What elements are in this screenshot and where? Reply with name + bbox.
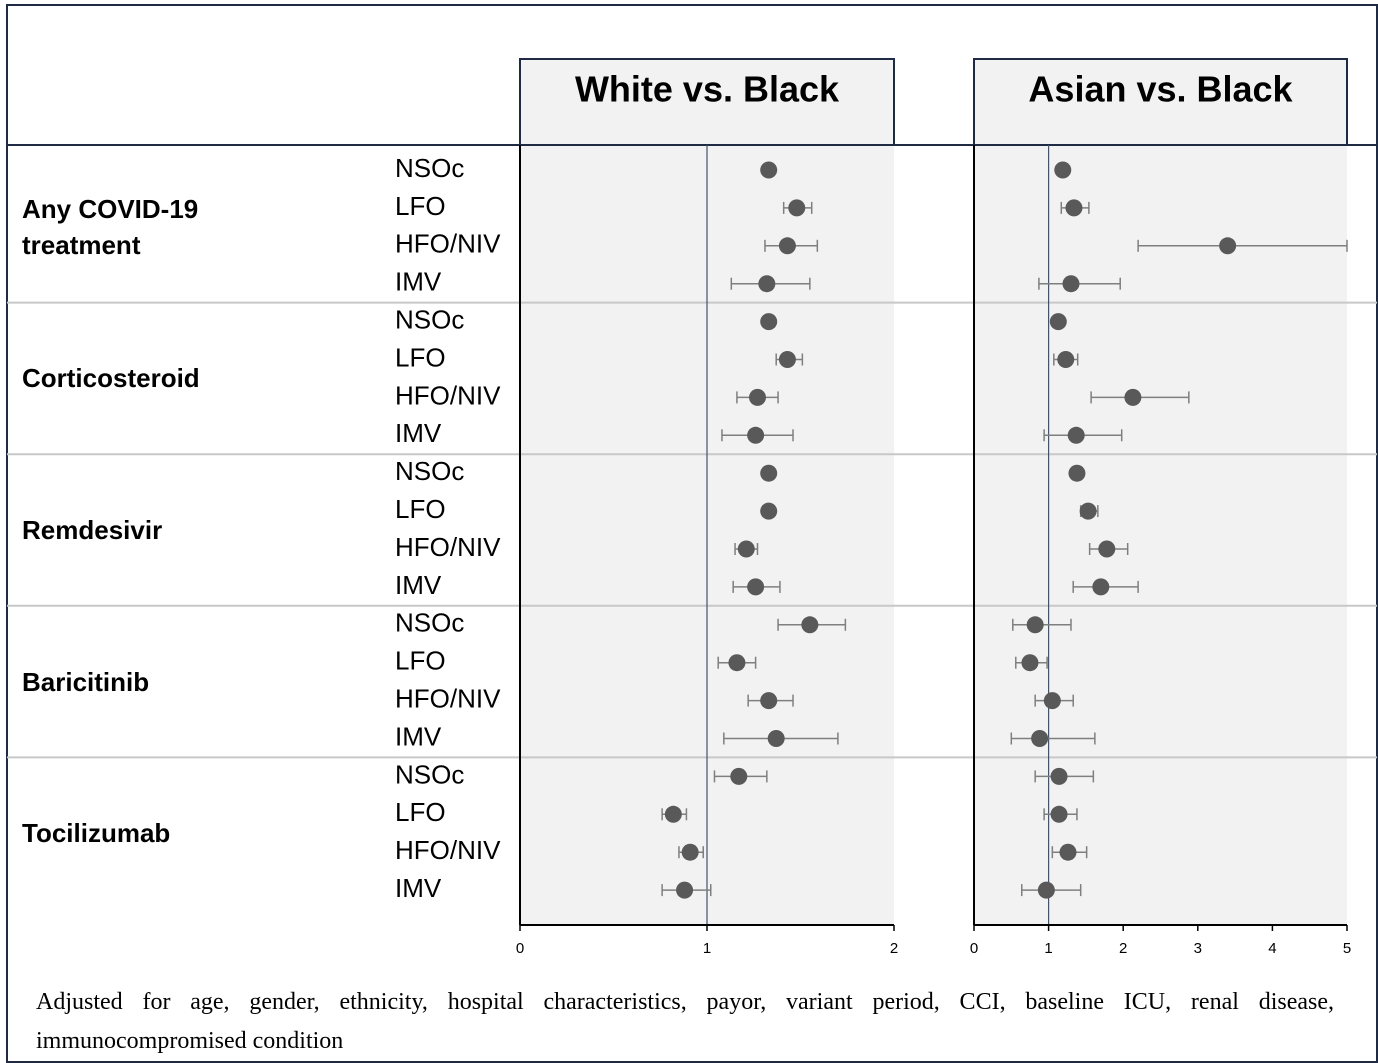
point — [1065, 199, 1083, 217]
row-label: HFO/NIV — [395, 683, 501, 713]
panel-title: White vs. Black — [575, 69, 840, 110]
group-label: Baricitinib — [22, 666, 150, 697]
row-label: HFO/NIV — [395, 532, 501, 562]
row-label: LFO — [395, 342, 446, 372]
point — [760, 161, 778, 179]
row-label: IMV — [395, 418, 442, 448]
row-label: NSOc — [395, 304, 464, 334]
x-tick-label: 1 — [1044, 940, 1052, 957]
point — [778, 351, 796, 368]
row-label: IMV — [395, 570, 442, 600]
point — [1054, 161, 1072, 179]
row-label: HFO/NIV — [395, 229, 501, 259]
point — [1037, 881, 1055, 899]
point — [760, 692, 778, 710]
point — [1050, 805, 1068, 823]
x-tick-label: 4 — [1268, 940, 1276, 957]
group-label: Remdesivir — [22, 515, 163, 546]
row-label: LFO — [395, 797, 446, 827]
point — [1057, 351, 1075, 368]
point — [1079, 502, 1097, 520]
point — [778, 237, 796, 255]
x-tick-label: 2 — [890, 940, 898, 957]
frame — [6, 4, 1378, 1063]
point — [788, 199, 806, 217]
x-tick-label: 2 — [1119, 940, 1127, 957]
point — [1050, 767, 1068, 785]
point — [760, 502, 778, 520]
group-label: Tocilizumab — [22, 818, 171, 849]
point — [1124, 388, 1142, 406]
row-label: LFO — [395, 646, 446, 676]
point — [728, 654, 746, 672]
point — [1059, 843, 1077, 861]
point — [758, 275, 776, 293]
point — [737, 540, 755, 558]
row-label: LFO — [395, 191, 446, 221]
point — [747, 578, 765, 596]
panel-title: Asian vs. Black — [1028, 69, 1293, 110]
point — [748, 388, 766, 406]
x-tick-label: 0 — [970, 940, 978, 957]
group-label: Corticosteroid — [22, 363, 200, 394]
point — [760, 464, 778, 482]
x-tick-label: 1 — [703, 940, 711, 957]
row-label: IMV — [395, 873, 442, 903]
point — [767, 730, 785, 747]
x-tick-label: 0 — [516, 940, 524, 957]
point — [801, 616, 819, 634]
point — [664, 805, 682, 823]
point — [1067, 426, 1085, 444]
point — [1092, 578, 1110, 596]
row-label: IMV — [395, 721, 442, 751]
panel-body — [974, 145, 1347, 925]
point — [1026, 616, 1044, 634]
point — [1021, 654, 1039, 672]
point — [730, 767, 748, 785]
row-label: LFO — [395, 494, 446, 524]
point — [1062, 275, 1080, 293]
row-label: HFO/NIV — [395, 835, 501, 865]
row-label: NSOc — [395, 759, 464, 789]
point — [681, 843, 699, 861]
point — [747, 426, 765, 444]
point — [1068, 464, 1086, 482]
x-tick-label: 5 — [1343, 940, 1351, 957]
row-label: NSOc — [395, 456, 464, 486]
point — [1043, 692, 1061, 710]
x-tick-label: 3 — [1194, 940, 1202, 957]
footnote: Adjusted for age, gender, ethnicity, hos… — [36, 989, 1334, 1054]
point — [1049, 313, 1067, 331]
point — [1098, 540, 1116, 558]
row-label: IMV — [395, 267, 442, 297]
point — [760, 313, 778, 331]
group-label: Any COVID-19 treatment — [22, 193, 199, 260]
point — [676, 881, 694, 899]
point — [1031, 730, 1049, 747]
row-label: NSOc — [395, 608, 464, 638]
row-label: HFO/NIV — [395, 380, 501, 410]
row-label: NSOc — [395, 153, 464, 183]
point — [1219, 237, 1237, 255]
panel-header — [973, 58, 1348, 146]
